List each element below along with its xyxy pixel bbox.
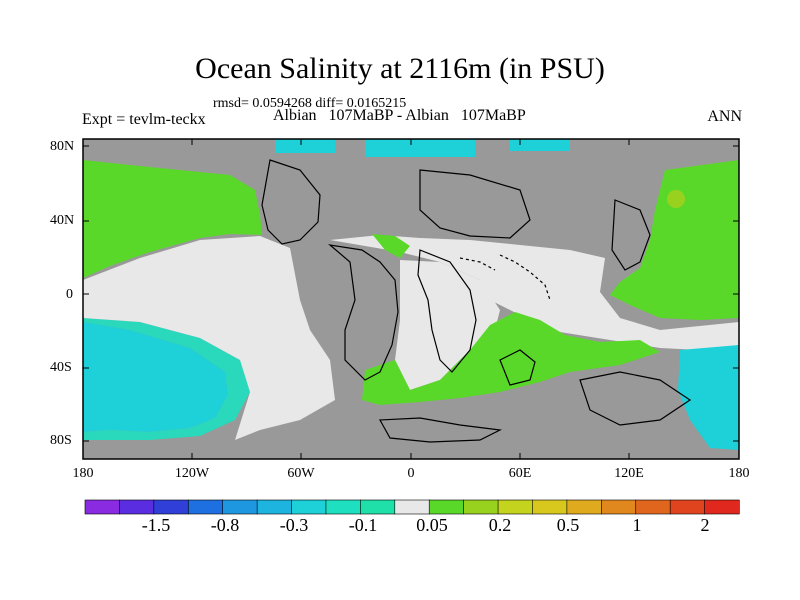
colorbar-swatch — [428, 499, 465, 515]
lat-label-0: 0 — [66, 287, 73, 302]
colorbar-swatch — [566, 499, 602, 515]
map-title: Ocean Salinity at 2116m (in PSU) — [195, 52, 605, 85]
colorbar-swatch — [291, 499, 327, 515]
colorbar-swatch — [532, 499, 568, 515]
tethys-neutral-region — [330, 235, 739, 350]
pacific-neutral-region — [83, 236, 335, 440]
colorbar-swatch — [222, 499, 258, 515]
pacific-cyan-region — [83, 322, 228, 432]
lat-label-80s: 80S — [50, 433, 72, 448]
lon-label-120w: 120W — [174, 466, 210, 481]
experiment-label: Expt = tevlm-teckx — [82, 111, 206, 128]
north-pacific-green-region — [83, 160, 262, 278]
colorbar-label: -1.5 — [141, 515, 171, 535]
east-cyan-region — [678, 345, 739, 450]
colorbar-swatch — [704, 499, 740, 515]
lon-label-60e: 60E — [508, 466, 532, 481]
colorbar-label: 1 — [632, 515, 642, 535]
colorbar — [84, 499, 740, 515]
lat-label-40n: 40N — [50, 213, 75, 228]
lon-label-0: 0 — [407, 466, 415, 481]
lat-label-40s: 40S — [50, 360, 72, 375]
season-label: ANN — [707, 108, 742, 125]
southern-green-region — [362, 312, 660, 405]
colorbar-swatch — [601, 499, 637, 515]
colorbar-swatch — [463, 499, 499, 515]
lon-label-120e: 120E — [614, 466, 644, 481]
colorbar-swatch — [669, 499, 706, 515]
colorbar-label: -0.1 — [348, 515, 378, 535]
colorbar-label: 0.5 — [556, 515, 580, 535]
arctic-cyan-strip-1 — [275, 139, 335, 153]
colorbar-swatch — [497, 499, 534, 515]
period-label: Albian 107MaBP - Albian 107MaBP — [273, 107, 526, 124]
lon-label-180e: 180 — [728, 466, 750, 481]
yellow-green-spot — [667, 190, 685, 208]
lon-ticks — [191, 139, 630, 459]
lat-ticks — [83, 145, 739, 442]
colorbar-swatch — [394, 499, 430, 515]
lat-label-80n: 80N — [50, 139, 75, 154]
colorbar-swatch — [84, 499, 121, 515]
colorbar-label: 2 — [700, 515, 710, 535]
coastlines — [261, 159, 692, 443]
colorbar-swatch — [256, 499, 293, 515]
colorbar-label: -0.8 — [210, 515, 240, 535]
lon-label-60w: 60W — [287, 466, 315, 481]
colorbar-swatch — [325, 499, 361, 515]
colorbar-swatch — [119, 499, 155, 515]
stats-line: rmsd= 0.0594268 diff= 0.0165215 — [213, 96, 407, 111]
colorbar-label: 0.2 — [488, 515, 512, 535]
east-pacific-green-region — [610, 160, 739, 320]
colorbar-swatch — [635, 499, 671, 515]
lon-label-180w: 180 — [72, 466, 94, 481]
tethys-green-patch — [372, 234, 410, 258]
atlantic-neutral-region — [395, 260, 500, 390]
colorbar-swatch — [153, 499, 189, 515]
colorbar-swatch — [360, 499, 396, 515]
pacific-teal-region — [83, 318, 250, 440]
arctic-cyan-strip-2 — [365, 139, 475, 157]
arctic-cyan-strip-3 — [510, 139, 570, 151]
colorbar-label: -0.3 — [279, 515, 309, 535]
colorbar-label: 0.05 — [416, 515, 448, 535]
colorbar-swatch — [187, 499, 224, 515]
